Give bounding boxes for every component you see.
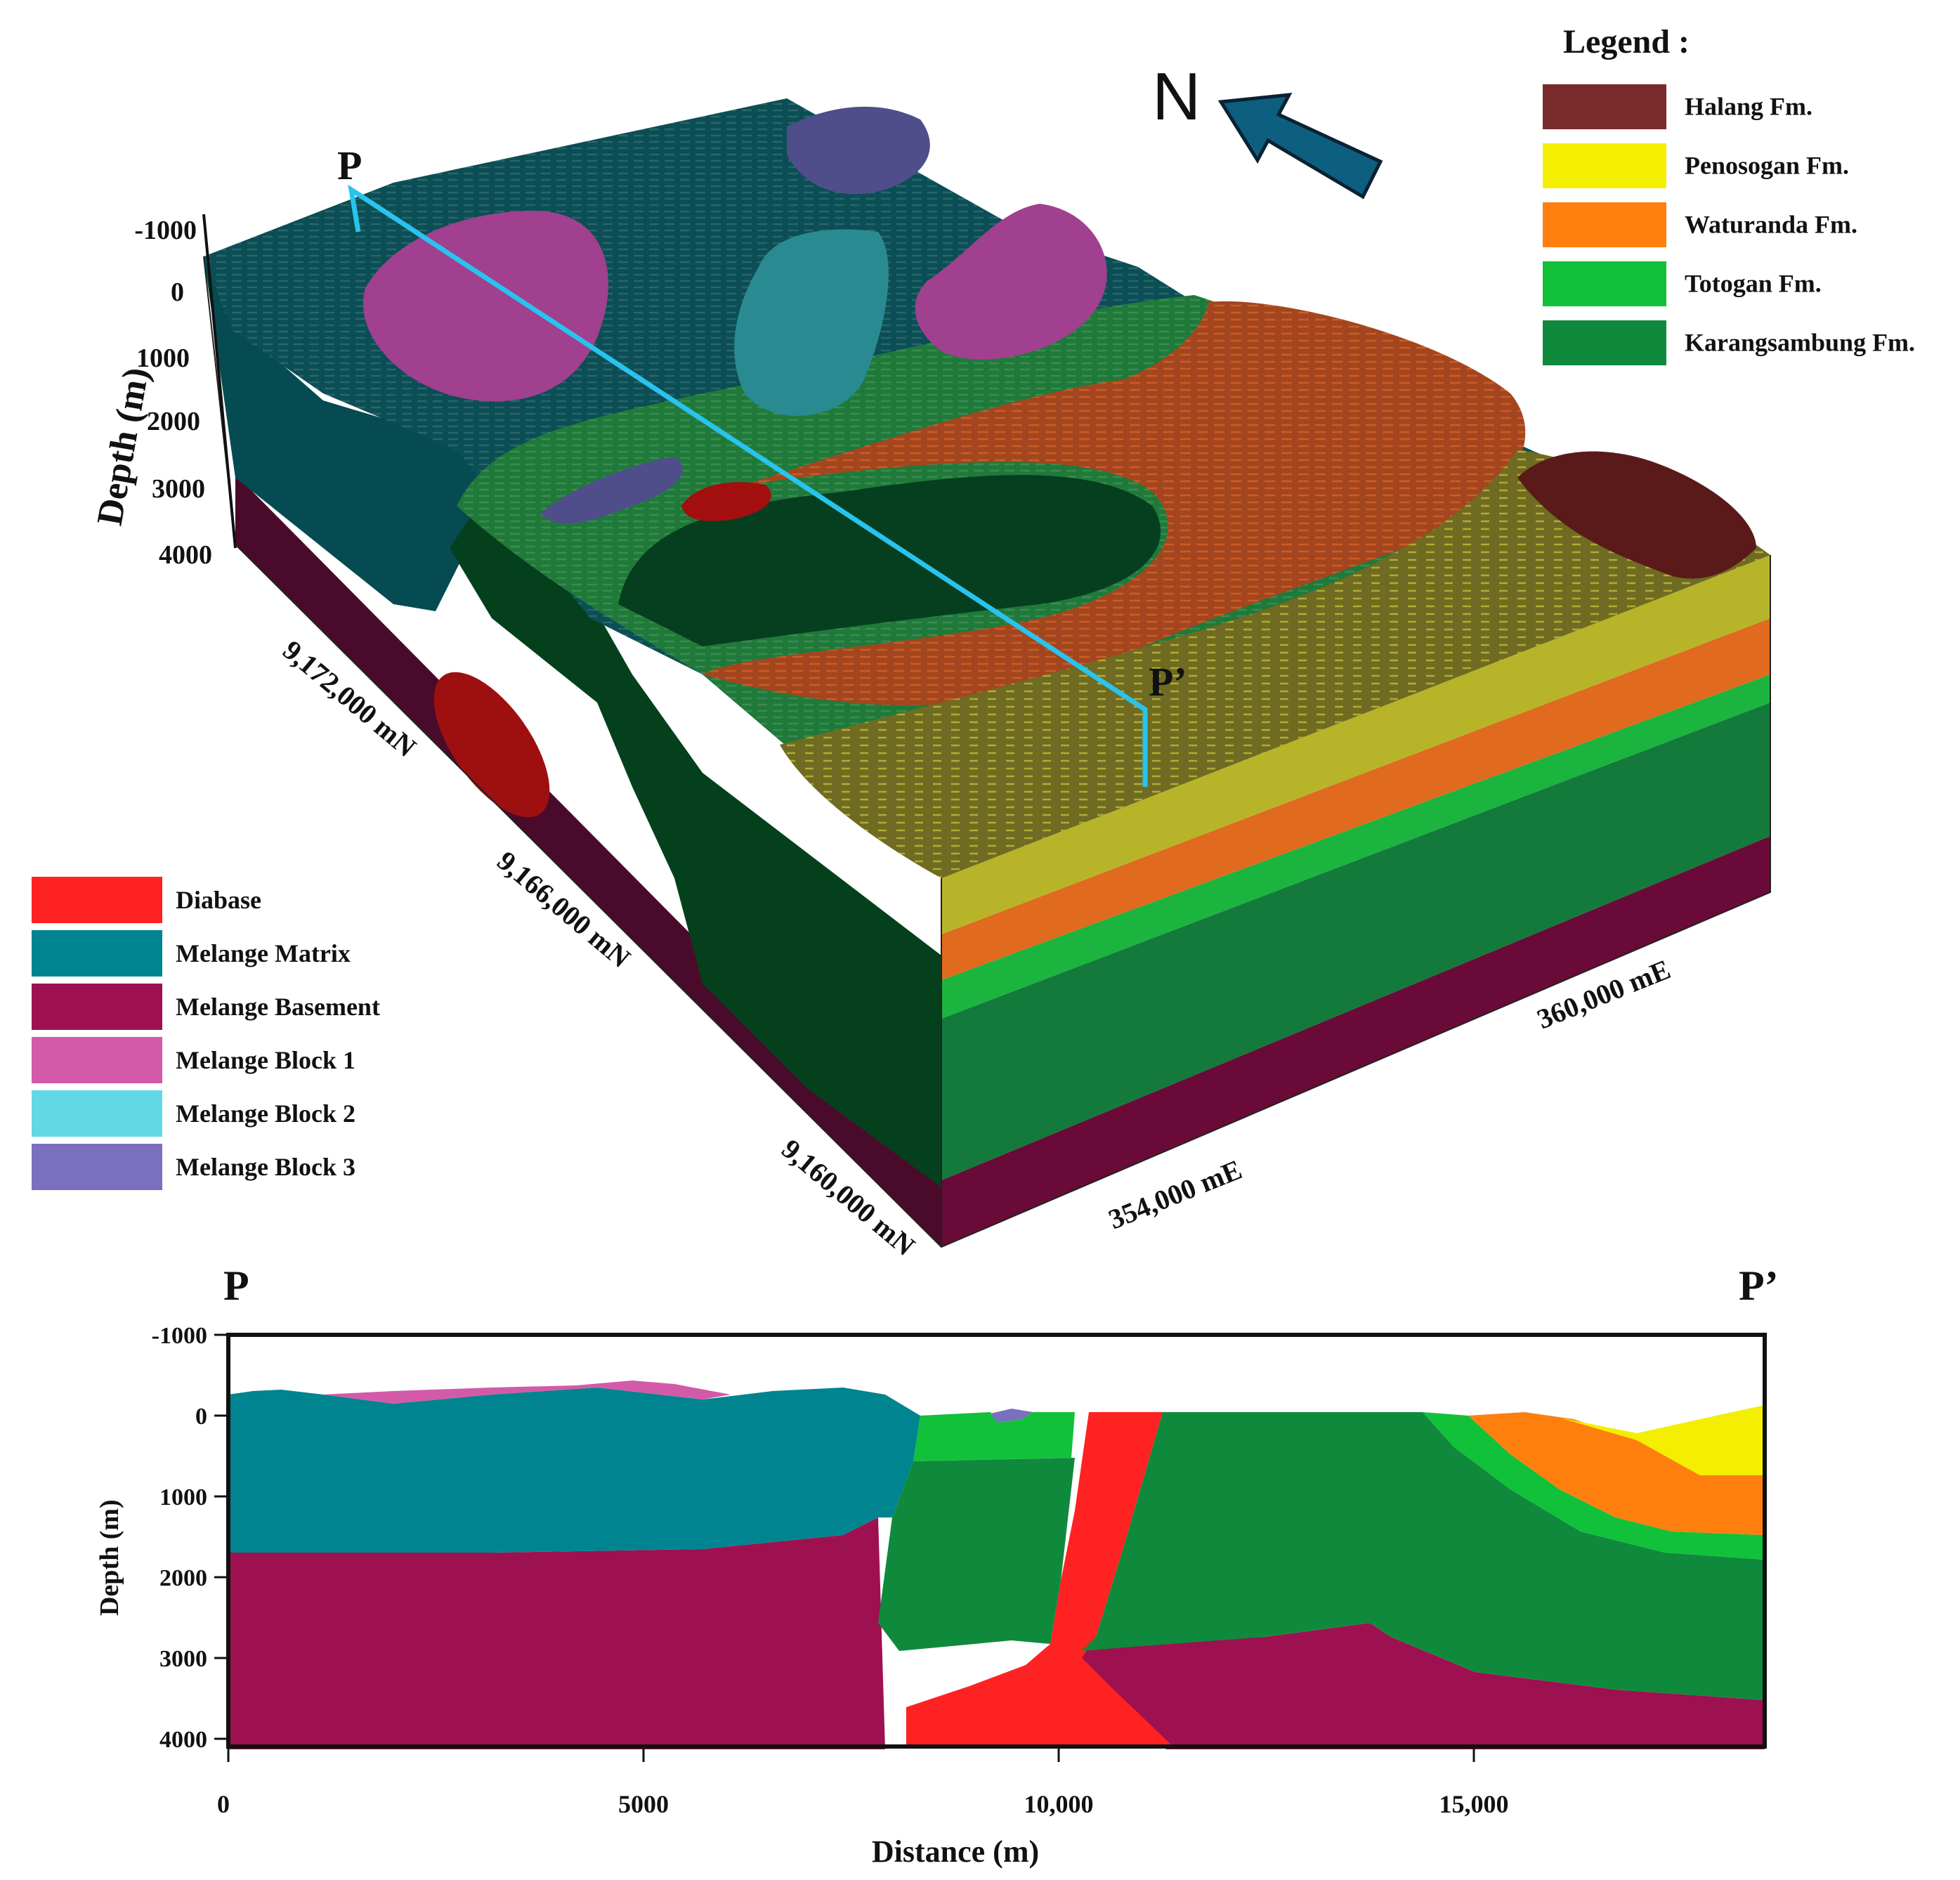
section-y-tick-6: 4000 <box>159 1727 207 1753</box>
diabase-left-face <box>433 672 550 818</box>
depth-tick-4: 2000 <box>147 407 200 436</box>
unit-melange-block3 <box>991 1409 1033 1423</box>
north-label: N <box>1152 59 1201 134</box>
top-diabase <box>681 482 771 521</box>
section-line <box>348 184 1148 787</box>
section-y-tick-2: 0 <box>195 1404 207 1430</box>
unit-totogan <box>913 1412 1765 1560</box>
front-face-waturanda <box>941 618 1770 980</box>
unit-waturanda <box>1468 1412 1765 1535</box>
unit-penosogan <box>1560 1405 1765 1475</box>
legend-right-swatch-4 <box>1543 261 1666 306</box>
legend-right-label-5: Karangsambung Fm. <box>1685 329 1915 357</box>
legend-left-swatch-3 <box>32 984 162 1030</box>
legend-left-swatch-1 <box>32 877 162 923</box>
north-arrow-icon <box>1217 93 1383 200</box>
block-model: P P’ -1000 0 1000 2000 3000 4000 Depth (… <box>90 98 1771 1262</box>
legend-left-label-2: Melange Matrix <box>176 939 351 967</box>
top-melange-block3-b <box>541 457 683 524</box>
legend-left-swatch-5 <box>32 1090 162 1137</box>
unit-melange-basement <box>228 1517 1765 1749</box>
legend-left-label-1: Diabase <box>176 886 261 914</box>
top-dark-core <box>618 475 1161 646</box>
depth-axis-label: Depth (m) <box>90 365 157 528</box>
legend-left-swatch-6 <box>32 1144 162 1190</box>
unit-melange-block1 <box>323 1380 731 1404</box>
legend-right-label-1: Halang Fm. <box>1685 93 1812 121</box>
section-y-axis: -1000 0 1000 2000 3000 4000 Depth (m) <box>95 1323 228 1753</box>
top-melange-block3-a <box>787 106 930 195</box>
block-left-face-green <box>450 485 941 1187</box>
legend-right-label-2: Penosogan Fm. <box>1685 152 1849 180</box>
cross-section-end-label: P’ <box>1739 1262 1779 1309</box>
legend-right-swatch-5 <box>1543 320 1666 365</box>
section-x-axis: 0 5000 10,000 15,000 Distance (m) <box>217 1747 1509 1869</box>
cross-section-start-label: P <box>223 1262 249 1309</box>
front-face-totogan <box>941 674 1770 1019</box>
legend-right-label-3: Waturanda Fm. <box>1685 211 1857 239</box>
legend-right-swatch-3 <box>1543 202 1666 247</box>
section-x-label: Distance (m) <box>872 1834 1039 1869</box>
top-melange-block2 <box>734 229 889 417</box>
section-end-label: P’ <box>1149 659 1187 705</box>
depth-tick-6: 4000 <box>159 540 212 570</box>
section-y-tick-4: 2000 <box>159 1565 207 1591</box>
depth-tick-3: 1000 <box>136 344 190 373</box>
legend-left-label-5: Melange Block 2 <box>176 1099 355 1128</box>
section-y-label: Depth (m) <box>95 1499 124 1616</box>
depth-tick-5: 3000 <box>152 474 205 504</box>
legend-left-label-4: Melange Block 1 <box>176 1046 355 1074</box>
block-left-face-basement <box>235 474 941 1247</box>
top-melange-block1-a <box>362 211 608 402</box>
section-y-tick-5: 3000 <box>159 1646 207 1672</box>
section-x-tick-3: 10,000 <box>1024 1790 1094 1818</box>
legend-left-label-3: Melange Basement <box>176 993 380 1021</box>
section-frame <box>226 1333 1767 1749</box>
north-arrow: N <box>1152 59 1383 200</box>
legend-left-swatch-2 <box>32 930 162 977</box>
top-waturanda-tex <box>703 301 1526 705</box>
section-start-label: P <box>337 143 362 188</box>
legend-right: Legend : Halang Fm. Penosogan Fm. Waturand… <box>1543 23 1915 365</box>
legend-right-swatch-1 <box>1543 84 1666 129</box>
legend-left-label-6: Melange Block 3 <box>176 1153 355 1181</box>
section-y-tick-1: -1000 <box>152 1323 207 1349</box>
top-melange-block1-b <box>915 204 1107 360</box>
top-halang <box>1517 451 1756 579</box>
unit-melange-matrix <box>228 1388 920 1553</box>
front-face-penosogan <box>941 555 1770 934</box>
top-penosogan-tex <box>780 450 1770 878</box>
cross-section: P P’ -1000 0 1000 2000 3000 4000 <box>95 1262 1779 1869</box>
section-x-tick-4: 15,000 <box>1439 1790 1509 1818</box>
legend-left: Diabase Melange Matrix Melange Basement Mel… <box>32 877 380 1190</box>
depth-tick-1: -1000 <box>134 216 197 245</box>
front-face-karangsambung <box>941 703 1770 1180</box>
section-y-tick-3: 1000 <box>159 1484 207 1510</box>
legend-right-swatch-2 <box>1543 143 1666 188</box>
legend-left-swatch-4 <box>32 1037 162 1083</box>
section-x-tick-1: 0 <box>217 1790 230 1818</box>
legend-title: Legend : <box>1563 23 1690 60</box>
depth-tick-2: 0 <box>171 278 184 307</box>
unit-karangsambung <box>878 1412 1765 1700</box>
unit-diabase <box>906 1412 1173 1747</box>
legend-right-label-4: Totogan Fm. <box>1685 270 1822 298</box>
section-x-tick-2: 5000 <box>618 1790 669 1818</box>
depth-axis-line <box>202 214 237 549</box>
block-left-face-matrix <box>204 256 492 611</box>
front-face-basement <box>941 836 1770 1247</box>
